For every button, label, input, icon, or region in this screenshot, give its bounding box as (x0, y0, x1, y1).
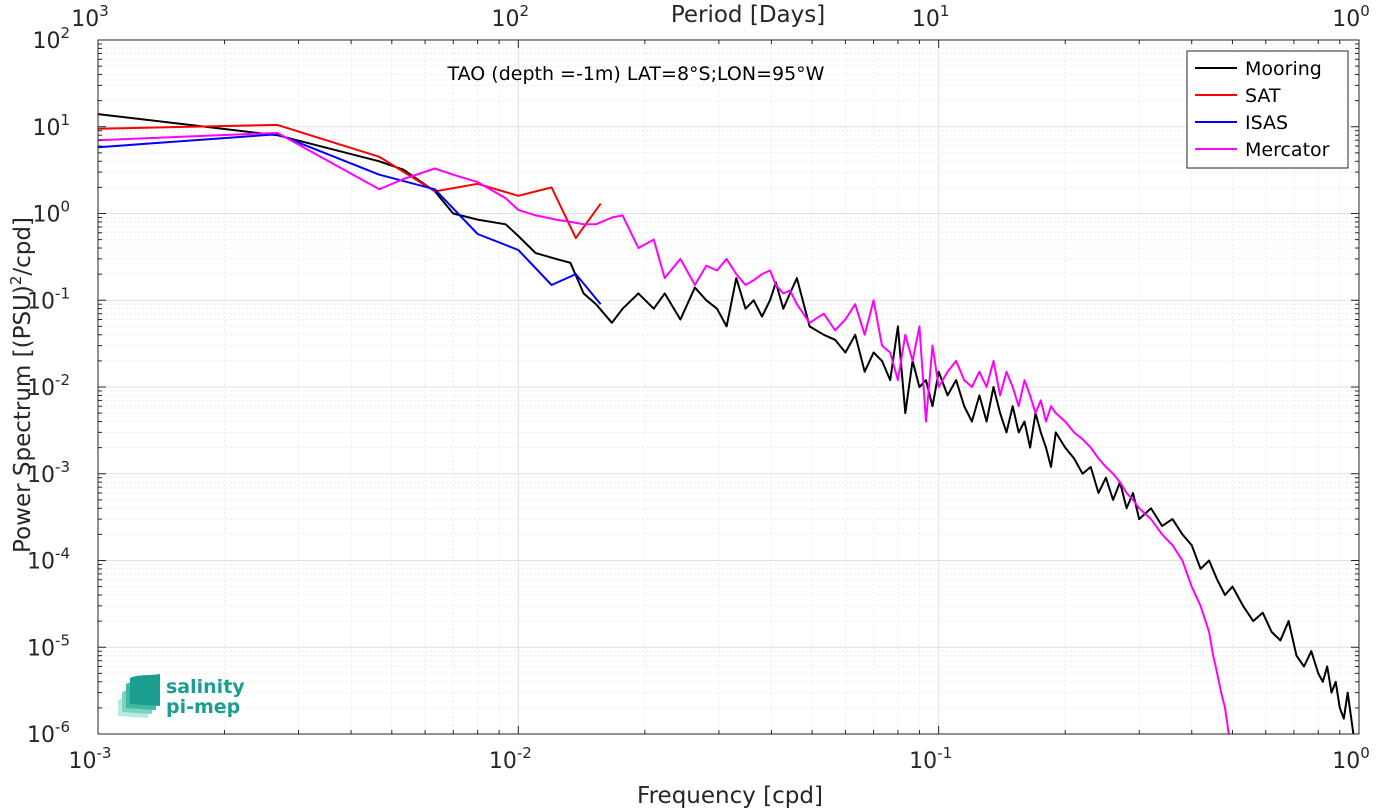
series-line-mercator (97, 131, 1230, 735)
x-tick-label: 10-1 (909, 744, 952, 774)
series-line-isas (97, 133, 602, 305)
x-axis-label: Frequency [cpd] (637, 783, 823, 809)
chart-title: TAO (depth =-1m) LAT=8°S;LON=95°W (447, 63, 825, 85)
y-tick-label: 10-4 (27, 545, 70, 575)
y-tick-label: 10-1 (27, 284, 70, 314)
top-x-tick-label: 101 (912, 2, 950, 32)
logo-line1: salinity (166, 676, 245, 698)
top-x-tick-label: 103 (71, 2, 109, 32)
axes (97, 39, 1360, 735)
top-x-axis-label: Period [Days] (671, 2, 825, 28)
legend-label-sat: SAT (1245, 85, 1281, 107)
y-tick-label: 100 (32, 198, 70, 228)
y-tick-label: 10-5 (27, 631, 70, 661)
x-tick-label: 100 (1332, 744, 1370, 774)
y-tick-label: 10-3 (27, 458, 70, 488)
x-tick-label: 10-2 (489, 744, 532, 774)
y-tick-label: 102 (32, 24, 70, 54)
series-line-mooring (97, 113, 1355, 735)
x-tick-label: 10-3 (69, 744, 112, 774)
y-tick-label: 10-6 (27, 718, 70, 748)
legend-label-isas: ISAS (1245, 112, 1288, 134)
y-tick-label: 10-2 (27, 371, 70, 401)
top-x-tick-label: 100 (1332, 2, 1370, 32)
legend: Mooring SAT ISAS Mercator (1186, 50, 1349, 169)
y-axis-label: Power Spectrum [(PSU)2/cpd] (7, 217, 36, 553)
series-group (97, 113, 1355, 735)
legend-label-mooring: Mooring (1245, 58, 1322, 80)
salinity-pi-mep-logo: salinity pi-mep (118, 674, 245, 718)
top-x-tick-label: 102 (492, 2, 530, 32)
legend-label-mercator: Mercator (1245, 139, 1330, 161)
logo-line2: pi-mep (166, 696, 240, 718)
y-tick-label: 101 (32, 111, 70, 141)
logo-waves-icon (118, 674, 160, 718)
